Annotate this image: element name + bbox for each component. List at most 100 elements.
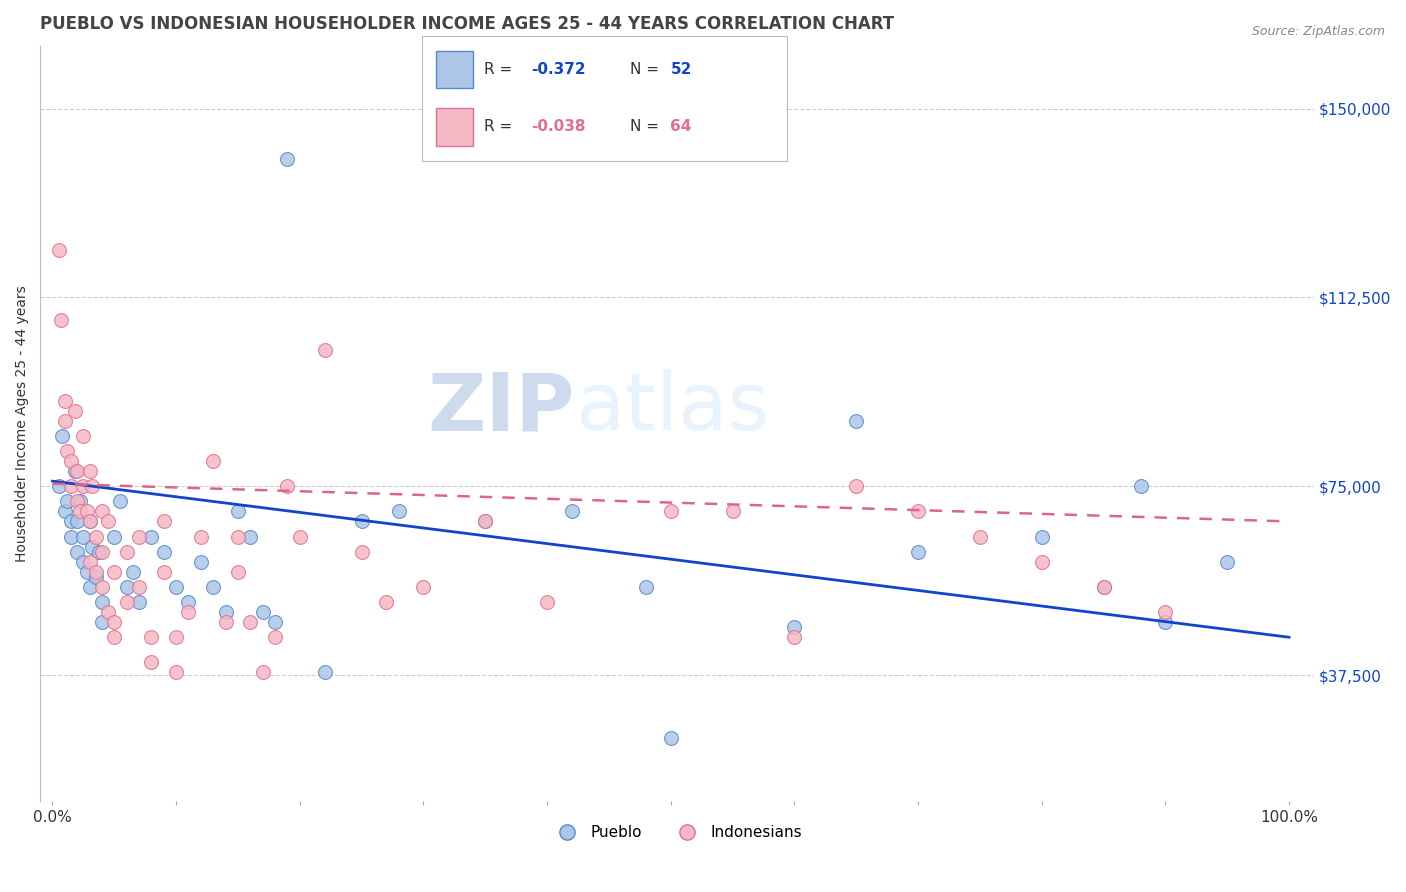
Point — [110, 494, 132, 508]
Point — [226, 504, 249, 518]
Text: R =: R = — [484, 120, 517, 135]
Point — [907, 504, 929, 518]
Point — [60, 515, 83, 529]
Point — [103, 530, 125, 544]
Point — [388, 504, 411, 518]
Point — [72, 530, 94, 544]
Point — [53, 393, 76, 408]
Point — [115, 580, 138, 594]
Point — [91, 580, 114, 594]
Point — [845, 479, 868, 493]
Point — [969, 530, 991, 544]
Point — [239, 615, 262, 629]
Point — [80, 479, 103, 493]
Point — [659, 504, 682, 518]
Point — [1216, 555, 1239, 569]
Text: PUEBLO VS INDONESIAN HOUSEHOLDER INCOME AGES 25 - 44 YEARS CORRELATION CHART: PUEBLO VS INDONESIAN HOUSEHOLDER INCOME … — [41, 15, 894, 33]
Point — [264, 630, 287, 644]
Point — [314, 665, 336, 680]
Point — [115, 544, 138, 558]
Point — [177, 605, 200, 619]
Point — [190, 530, 212, 544]
FancyBboxPatch shape — [436, 108, 472, 145]
Point — [165, 630, 187, 644]
Point — [350, 515, 373, 529]
Point — [79, 515, 101, 529]
Point — [103, 630, 125, 644]
Legend: Pueblo, Indonesians: Pueblo, Indonesians — [546, 819, 808, 847]
Text: atlas: atlas — [575, 369, 769, 447]
Point — [288, 530, 311, 544]
Point — [226, 530, 249, 544]
Text: R =: R = — [484, 62, 517, 77]
Point — [51, 429, 73, 443]
Point — [97, 605, 120, 619]
Point — [474, 515, 496, 529]
Point — [721, 504, 744, 518]
Point — [1154, 615, 1177, 629]
Point — [1031, 530, 1053, 544]
Point — [72, 479, 94, 493]
Point — [177, 595, 200, 609]
Text: 64: 64 — [671, 120, 692, 135]
Point — [53, 504, 76, 518]
Point — [66, 515, 89, 529]
Point — [141, 656, 163, 670]
Point — [214, 615, 236, 629]
Point — [165, 665, 187, 680]
Point — [60, 479, 83, 493]
Point — [66, 464, 89, 478]
Point — [214, 605, 236, 619]
Point — [314, 343, 336, 358]
Point — [276, 152, 298, 166]
Point — [69, 494, 91, 508]
Point — [91, 615, 114, 629]
Point — [783, 620, 806, 634]
Point — [152, 515, 174, 529]
Point — [72, 429, 94, 443]
Point — [252, 665, 274, 680]
Point — [226, 565, 249, 579]
Point — [66, 544, 89, 558]
Point — [79, 580, 101, 594]
Point — [89, 544, 111, 558]
Point — [84, 570, 107, 584]
FancyBboxPatch shape — [436, 51, 472, 88]
Point — [128, 595, 150, 609]
Point — [412, 580, 434, 594]
Point — [56, 494, 79, 508]
Point — [56, 444, 79, 458]
Point — [276, 479, 298, 493]
Point — [66, 494, 89, 508]
Point — [128, 580, 150, 594]
Text: -0.038: -0.038 — [531, 120, 586, 135]
Point — [79, 555, 101, 569]
Point — [659, 731, 682, 745]
Point — [48, 479, 70, 493]
Point — [1129, 479, 1152, 493]
Point — [63, 403, 86, 417]
Point — [165, 580, 187, 594]
Point — [152, 544, 174, 558]
Point — [141, 630, 163, 644]
Point — [1154, 605, 1177, 619]
Text: N =: N = — [630, 62, 664, 77]
Point — [128, 530, 150, 544]
Point — [80, 540, 103, 554]
Point — [115, 595, 138, 609]
Point — [91, 504, 114, 518]
Text: N =: N = — [630, 120, 664, 135]
Point — [84, 565, 107, 579]
Point — [474, 515, 496, 529]
Point — [79, 515, 101, 529]
Point — [1031, 555, 1053, 569]
Point — [69, 504, 91, 518]
Point — [103, 615, 125, 629]
Point — [60, 454, 83, 468]
Point — [350, 544, 373, 558]
Point — [252, 605, 274, 619]
Point — [783, 630, 806, 644]
Point — [60, 530, 83, 544]
Point — [141, 530, 163, 544]
Point — [103, 565, 125, 579]
